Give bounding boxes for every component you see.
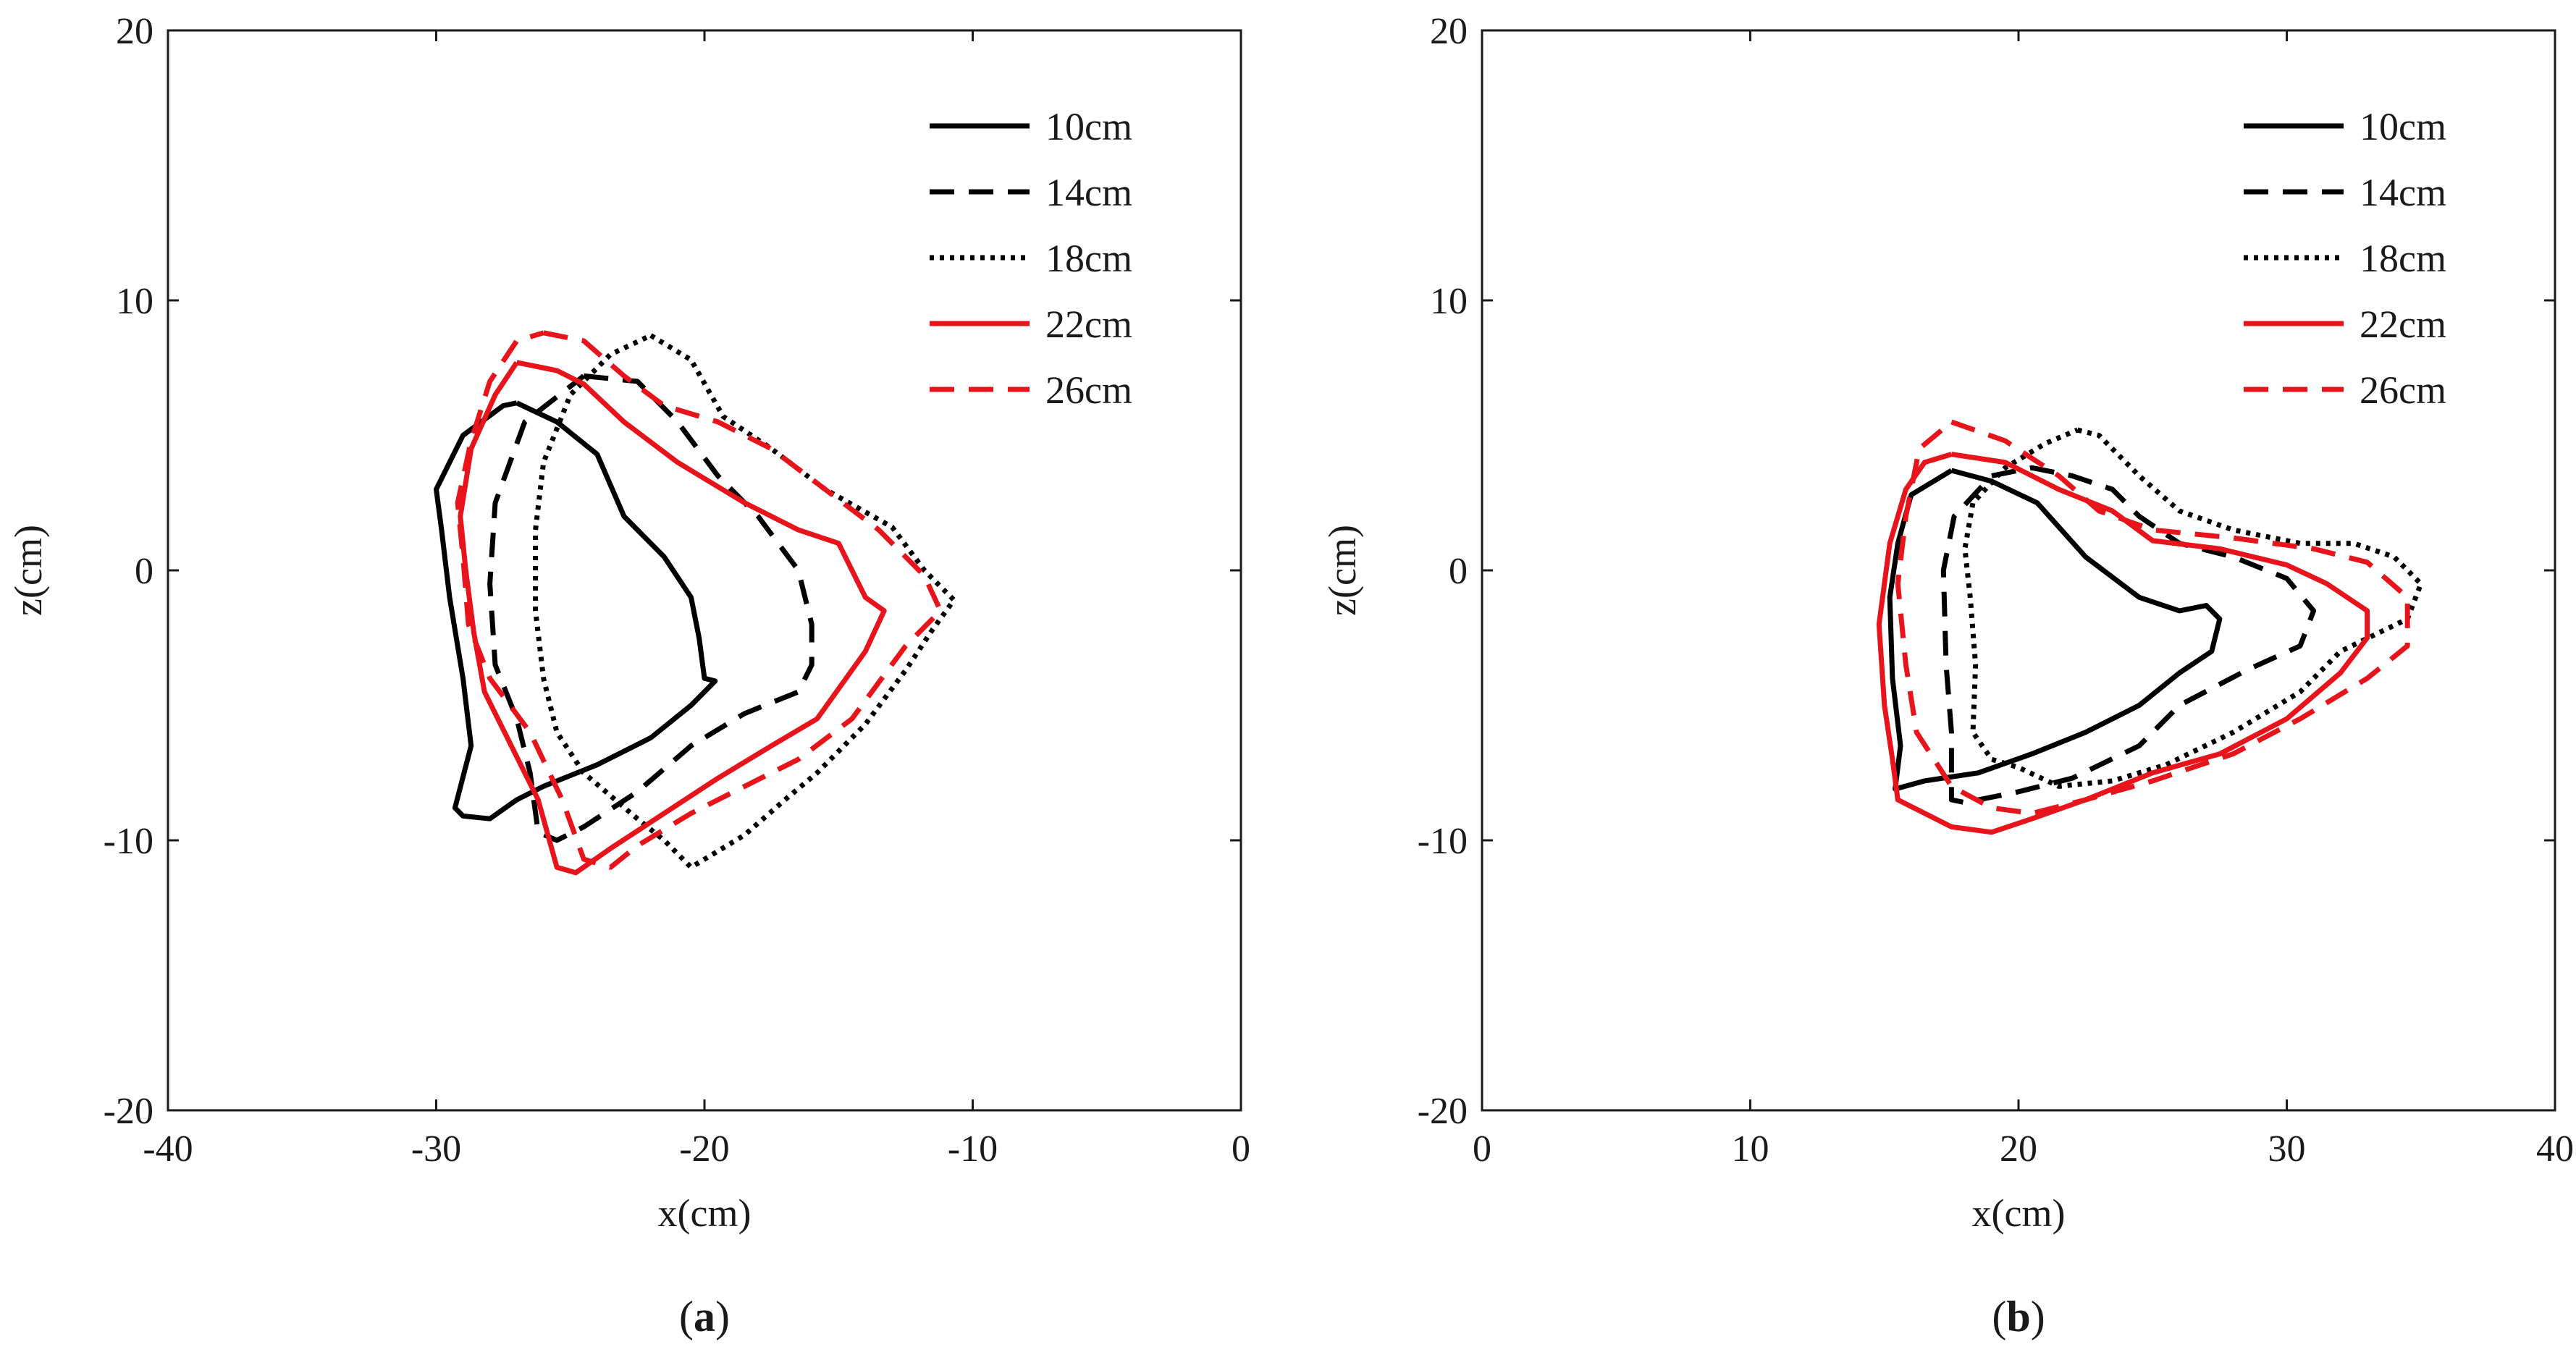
y-axis-label: z(cm)	[7, 525, 50, 616]
panel-caption-a: (a)	[679, 1293, 730, 1340]
legend-label-14cm: 14cm	[1045, 171, 1132, 214]
caption-letter: b	[2006, 1293, 2030, 1340]
legend-label-22cm: 22cm	[2360, 303, 2446, 346]
caption-letter: a	[694, 1293, 715, 1340]
y-tick-label: -20	[104, 1091, 153, 1132]
y-tick-label: 0	[135, 551, 153, 592]
y-tick-label: 20	[1430, 11, 1468, 52]
caption-close-paren: )	[715, 1293, 730, 1340]
x-tick-label: -10	[948, 1128, 998, 1170]
y-tick-label: -10	[104, 821, 153, 862]
panel-b-plot: 0 10 20 30 40 -20 -10 0 10 20 x(cm) z(cm) 10cm 14cm 18…	[1321, 11, 2574, 1340]
y-tick-label: 10	[1430, 281, 1468, 322]
caption-close-paren: )	[2031, 1293, 2045, 1340]
legend-label-10cm: 10cm	[2360, 105, 2446, 148]
x-tick-label: 0	[1473, 1128, 1491, 1170]
y-tick-label: 0	[1449, 551, 1468, 592]
caption-open-paren: (	[1992, 1293, 2006, 1340]
series-line-18cm	[533, 333, 957, 870]
y-tick-label: -20	[1418, 1091, 1468, 1132]
series-line-10cm	[1887, 468, 2223, 792]
legend-label-26cm: 26cm	[2360, 368, 2446, 412]
x-tick-label: 0	[1232, 1128, 1250, 1170]
legend-label-26cm: 26cm	[1045, 368, 1132, 412]
x-tick-label: -40	[143, 1128, 193, 1170]
legend-label-14cm: 14cm	[2360, 171, 2446, 214]
x-axis-label: x(cm)	[658, 1191, 752, 1235]
series-line-10cm	[434, 400, 718, 822]
panel-caption-b: (b)	[1992, 1293, 2045, 1340]
series-line-22cm	[1876, 452, 2370, 835]
x-tick-label: 10	[1732, 1128, 1769, 1170]
y-tick-label: -10	[1418, 821, 1468, 862]
series-line-18cm	[1962, 427, 2424, 789]
legend-label-22cm: 22cm	[1045, 303, 1132, 346]
x-tick-label: 40	[2536, 1128, 2574, 1170]
panel-a-plot: -40 -30 -20 -10 0 -20 -10 0 10 20 x(cm) z(cm) 10cm 14…	[7, 11, 1250, 1340]
x-tick-label: 20	[2000, 1128, 2037, 1170]
x-tick-label: 30	[2268, 1128, 2306, 1170]
y-tick-label: 10	[116, 281, 153, 322]
legend-label-18cm: 18cm	[1045, 237, 1132, 280]
caption-open-paren: (	[679, 1293, 694, 1340]
series-line-26cm	[1895, 419, 2410, 816]
legend-label-18cm: 18cm	[2360, 237, 2446, 280]
x-axis-label: x(cm)	[1972, 1191, 2066, 1235]
y-tick-label: 20	[116, 11, 153, 52]
legend-label-10cm: 10cm	[1045, 105, 1132, 148]
x-tick-label: -20	[679, 1128, 729, 1170]
series-line-14cm	[1940, 465, 2317, 806]
series-line-22cm	[458, 360, 887, 876]
y-axis-label: z(cm)	[1321, 525, 1364, 616]
x-tick-label: -30	[411, 1128, 461, 1170]
series-line-26cm	[455, 330, 943, 870]
